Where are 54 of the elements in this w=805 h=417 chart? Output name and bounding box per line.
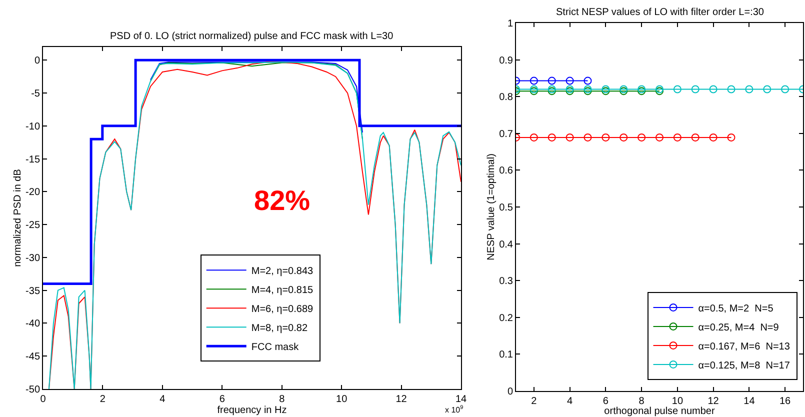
y-tick-label: 0.1 xyxy=(499,350,514,361)
legend-label: α=0.167, M=6 N=13 xyxy=(698,341,790,352)
annotation: 82% xyxy=(254,185,310,216)
legend-label: M=2, η=0.843 xyxy=(251,266,314,278)
y-tick-label: 0.6 xyxy=(499,166,514,177)
y-tick-label: -45 xyxy=(26,352,40,363)
y-tick-label: -35 xyxy=(26,286,40,297)
y-tick-label: 0.7 xyxy=(499,128,514,140)
x-tick-label: 6 xyxy=(219,394,226,405)
legend-label: α=0.25, M=4 N=9 xyxy=(698,322,780,334)
y-tick-label: -5 xyxy=(31,88,40,100)
x-axis-title: frequency in Hz xyxy=(217,405,287,416)
legend-label: M=6, η=0.689 xyxy=(251,304,314,316)
x-tick-label: 10 xyxy=(672,396,684,407)
y-tick-label: -10 xyxy=(26,121,40,132)
y-tick-label: -30 xyxy=(26,252,40,264)
x-tick-label: 8 xyxy=(638,396,645,407)
y-tick-label: 0.8 xyxy=(499,92,514,104)
x-tick-label: 6 xyxy=(602,396,609,407)
y-tick-label: 0.2 xyxy=(499,312,514,324)
legend-label: M=8, η=0.82 xyxy=(251,323,308,334)
x-tick-label: 12 xyxy=(708,396,720,407)
x-tick-label: 14 xyxy=(455,394,467,405)
y-tick-label: 1 xyxy=(507,18,514,30)
legend-label: FCC mask xyxy=(251,342,300,354)
x-tick-label: 2 xyxy=(531,396,538,407)
x-axis-title: orthogonal pulse number xyxy=(604,406,716,417)
y-tick-label: 0.9 xyxy=(499,55,514,66)
x-tick-label: 10 xyxy=(336,394,348,405)
y-tick-label: -25 xyxy=(26,220,40,232)
legend-label: α=0.5, M=2 N=5 xyxy=(698,303,774,314)
x-tick-label: 2 xyxy=(100,394,106,405)
y-tick-label: -40 xyxy=(26,318,40,330)
y-axis-title: normalized PSD in dB xyxy=(12,168,24,267)
y-tick-label: 0 xyxy=(34,56,40,67)
y-tick-label: 0 xyxy=(507,386,514,398)
x-tick-label: 16 xyxy=(779,396,792,407)
y-tick-label: 0.3 xyxy=(499,276,514,288)
x-tick-label: 4 xyxy=(160,394,166,405)
x-tick-label: 14 xyxy=(744,396,756,407)
x-tick-label: 12 xyxy=(396,394,408,405)
legend-label: α=0.125, M=8 N=17 xyxy=(698,360,790,372)
y-tick-label: 0.5 xyxy=(499,202,514,214)
y-tick-label: -15 xyxy=(26,154,40,166)
x-tick-label: 4 xyxy=(567,396,574,407)
x-tick-label: 8 xyxy=(279,394,286,405)
y-tick-label: -20 xyxy=(26,187,40,198)
chart-title: Strict NESP values of LO with filter order L=:30 xyxy=(556,7,764,18)
chart-title: PSD of 0. LO (strict normalized) pulse and FCC mask with L=30 xyxy=(110,31,394,42)
y-axis-title: NESP value (1=optimal) xyxy=(486,154,498,260)
y-tick-label: 0.4 xyxy=(499,239,514,250)
y-tick-label: -50 xyxy=(26,384,40,396)
legend-label: M=4, η=0.815 xyxy=(251,285,314,296)
text: x 10$^{9}$ xyxy=(445,405,464,414)
